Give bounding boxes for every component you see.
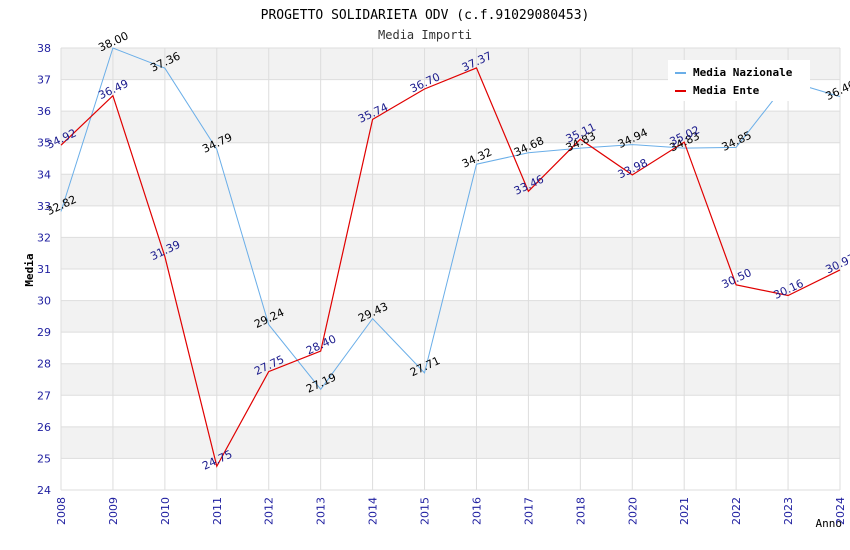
plot-band xyxy=(61,237,840,269)
plot-band xyxy=(61,111,840,143)
x-tick-label: 2017 xyxy=(522,497,535,525)
x-tick-label: 2022 xyxy=(730,497,743,525)
y-tick-label: 36 xyxy=(37,105,51,118)
plot-background-bands xyxy=(61,48,840,490)
series-lines xyxy=(60,47,841,468)
plot-band xyxy=(61,300,840,333)
y-tick-label: 37 xyxy=(37,74,51,87)
y-tick-label: 32 xyxy=(37,231,51,244)
series-line-media-ente xyxy=(60,67,841,468)
x-tick-label: 2015 xyxy=(419,497,432,525)
plot-band xyxy=(61,363,840,396)
legend-label-media-ente: Media Ente xyxy=(693,84,760,97)
x-tick-label: 2016 xyxy=(470,497,483,525)
plot-band xyxy=(61,395,840,427)
x-tick-label: 2021 xyxy=(678,497,691,525)
series-line-media-nazionale xyxy=(60,47,841,391)
chart-title: PROGETTO SOLIDARIETA ODV (c.f.9102908045… xyxy=(261,8,590,23)
y-tick-label: 28 xyxy=(37,358,51,371)
x-tick-label: 2023 xyxy=(782,497,795,525)
y-tick-label: 33 xyxy=(37,200,51,213)
y-tick-label: 30 xyxy=(37,295,51,308)
y-tick-label: 38 xyxy=(37,42,51,55)
x-tick-label: 2008 xyxy=(55,497,68,525)
x-axis-ticks: 2008 2009 2010 2011 2012 2013 2014 2015 2016 2017… xyxy=(55,497,847,525)
legend-box xyxy=(668,60,810,101)
x-tick-label: 2013 xyxy=(315,497,328,525)
plot-band xyxy=(61,332,840,364)
plot-band xyxy=(61,426,840,459)
y-tick-label: 26 xyxy=(37,421,51,434)
y-axis-ticks: 24 25 26 27 28 29 30 31 32 33 34 35 36 37 38 xyxy=(37,42,51,497)
plot-band xyxy=(61,458,840,490)
x-tick-label: 2020 xyxy=(626,497,639,525)
x-tick-label: 2024 xyxy=(834,497,847,525)
plot-band xyxy=(61,269,840,301)
x-tick-label: 2009 xyxy=(107,497,120,525)
y-tick-label: 27 xyxy=(37,389,51,402)
y-tick-label: 34 xyxy=(37,168,51,181)
y-tick-label: 24 xyxy=(37,484,51,497)
y-axis-label: Media xyxy=(23,253,36,286)
plot-band xyxy=(61,205,840,238)
legend: Media Nazionale Media Ente xyxy=(668,60,810,101)
legend-label-media-nazionale: Media Nazionale xyxy=(693,66,793,79)
chart-subtitle: Media Importi xyxy=(378,28,472,42)
x-tick-label: 2018 xyxy=(574,497,587,525)
y-tick-label: 31 xyxy=(37,263,51,276)
x-tick-label: 2014 xyxy=(367,497,380,525)
plot-band xyxy=(61,174,840,206)
x-axis-label: Anno xyxy=(816,517,843,530)
y-tick-label: 29 xyxy=(37,326,51,339)
y-tick-label: 35 xyxy=(37,137,51,150)
y-tick-label: 25 xyxy=(37,452,51,465)
x-tick-label: 2010 xyxy=(159,497,172,525)
x-tick-label: 2011 xyxy=(211,497,224,525)
x-tick-label: 2012 xyxy=(263,497,276,525)
